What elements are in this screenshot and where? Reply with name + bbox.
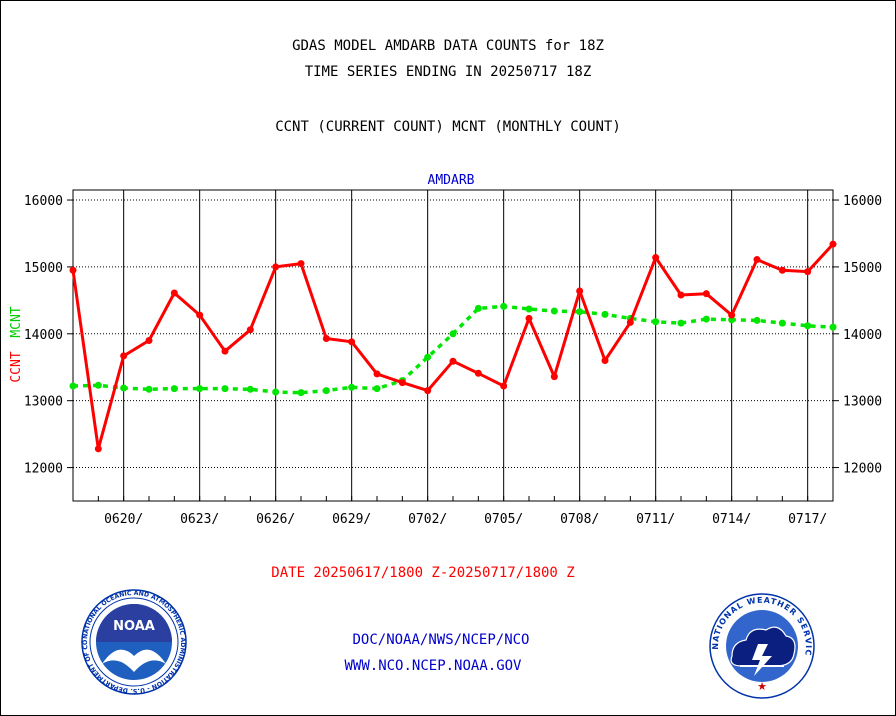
plot-title: AMDARB xyxy=(428,173,475,188)
data-point-mcnt xyxy=(474,304,482,312)
nws-logo: NATIONAL WEATHER SERVICE ★ xyxy=(709,593,815,699)
data-point-ccnt xyxy=(626,318,634,326)
y-label-ccnt: CCNT xyxy=(9,351,24,382)
chart-title: GDAS MODEL AMDARB DATA COUNTS for 18Z xyxy=(292,38,604,54)
x-tick-label: 0626/ xyxy=(256,512,295,527)
plot-area xyxy=(72,189,834,502)
y-tick-label-right: 12000 xyxy=(843,462,882,477)
data-point-ccnt xyxy=(424,387,432,395)
data-point-mcnt xyxy=(576,308,584,316)
noaa-logo-text: NOAA xyxy=(113,619,155,634)
x-tick-label: 0705/ xyxy=(484,512,523,527)
noaa-logo: NATIONAL OCEANIC AND ATMOSPHERIC ADMINIS… xyxy=(81,589,187,695)
data-point-ccnt xyxy=(322,334,330,342)
data-point-ccnt xyxy=(348,338,356,346)
data-point-mcnt xyxy=(702,315,710,323)
data-point-mcnt xyxy=(778,319,786,327)
data-point-ccnt xyxy=(398,379,406,387)
y-tick-label-left: 12000 xyxy=(24,462,63,477)
y-tick-label-right: 16000 xyxy=(843,194,882,209)
data-point-mcnt xyxy=(348,383,356,391)
data-point-ccnt xyxy=(221,347,229,355)
data-point-ccnt xyxy=(601,357,609,365)
data-point-mcnt xyxy=(753,316,761,324)
website-link[interactable]: WWW.NCO.NCEP.NOAA.GOV xyxy=(344,658,522,674)
x-tick-label: 0702/ xyxy=(408,512,447,527)
data-point-ccnt xyxy=(753,256,761,264)
data-point-ccnt xyxy=(196,311,204,319)
data-point-mcnt xyxy=(297,389,305,397)
data-point-ccnt xyxy=(550,373,558,381)
data-point-mcnt xyxy=(322,387,330,395)
data-point-mcnt xyxy=(196,385,204,393)
data-point-ccnt xyxy=(69,266,77,274)
y-tick-label-left: 13000 xyxy=(24,395,63,410)
x-tick-label: 0711/ xyxy=(636,512,675,527)
data-point-mcnt xyxy=(804,322,812,330)
data-point-mcnt xyxy=(525,305,533,313)
y-tick-label-right: 14000 xyxy=(843,328,882,343)
data-point-ccnt xyxy=(829,240,837,248)
data-point-ccnt xyxy=(145,336,153,344)
chart-subtitle-series: TIME SERIES ENDING IN 20250717 18Z xyxy=(304,64,592,80)
x-tick-label: 0629/ xyxy=(332,512,371,527)
data-point-mcnt xyxy=(221,385,229,393)
y-tick-label-left: 16000 xyxy=(24,194,63,209)
y-tick-label-left: 14000 xyxy=(24,328,63,343)
data-point-mcnt xyxy=(170,385,178,393)
data-point-mcnt xyxy=(145,385,153,393)
data-point-ccnt xyxy=(500,382,508,390)
data-point-ccnt xyxy=(246,326,254,334)
data-point-ccnt xyxy=(702,290,710,298)
y-tick-label-right: 15000 xyxy=(843,261,882,276)
data-point-mcnt xyxy=(500,302,508,310)
data-point-mcnt xyxy=(94,381,102,389)
y-tick-label-right: 13000 xyxy=(843,395,882,410)
data-point-ccnt xyxy=(525,314,533,322)
x-tick-label: 0620/ xyxy=(104,512,143,527)
data-point-mcnt xyxy=(120,384,128,392)
data-point-ccnt xyxy=(297,260,305,268)
nws-star-icon: ★ xyxy=(757,681,767,693)
data-point-mcnt xyxy=(246,385,254,393)
data-point-ccnt xyxy=(170,289,178,297)
data-point-ccnt xyxy=(272,263,280,271)
series-line-ccnt xyxy=(71,243,835,451)
data-point-ccnt xyxy=(474,369,482,377)
y-tick-label-left: 15000 xyxy=(24,261,63,276)
x-tick-label: 0708/ xyxy=(560,512,599,527)
data-point-mcnt xyxy=(69,382,77,390)
data-point-ccnt xyxy=(120,352,128,360)
chart-legend-description: CCNT (CURRENT COUNT) MCNT (MONTHLY COUNT… xyxy=(275,119,621,135)
x-tick-label: 0623/ xyxy=(180,512,219,527)
data-point-mcnt xyxy=(601,310,609,318)
data-point-ccnt xyxy=(652,254,660,262)
data-point-ccnt xyxy=(373,370,381,378)
data-point-ccnt xyxy=(576,287,584,295)
x-tick-label: 0714/ xyxy=(712,512,751,527)
org-link[interactable]: DOC/NOAA/NWS/NCEP/NCO xyxy=(352,632,530,648)
data-point-mcnt xyxy=(272,388,280,396)
data-point-ccnt xyxy=(677,291,685,299)
data-point-mcnt xyxy=(373,385,381,393)
data-point-mcnt xyxy=(677,319,685,327)
date-range: DATE 20250617/1800 Z-20250717/1800 Z xyxy=(271,565,575,581)
series-line-mcnt xyxy=(72,304,834,395)
data-point-ccnt xyxy=(804,268,812,276)
y-label-mcnt: MCNT xyxy=(9,306,24,337)
data-point-mcnt xyxy=(652,318,660,326)
data-point-ccnt xyxy=(449,357,457,365)
data-point-ccnt xyxy=(778,266,786,274)
data-point-ccnt xyxy=(728,311,736,319)
x-tick-label: 0717/ xyxy=(788,512,827,527)
data-point-mcnt xyxy=(449,330,457,338)
data-point-ccnt xyxy=(94,445,102,453)
data-point-mcnt xyxy=(550,307,558,315)
data-point-mcnt xyxy=(424,353,432,361)
data-point-mcnt xyxy=(829,323,837,331)
